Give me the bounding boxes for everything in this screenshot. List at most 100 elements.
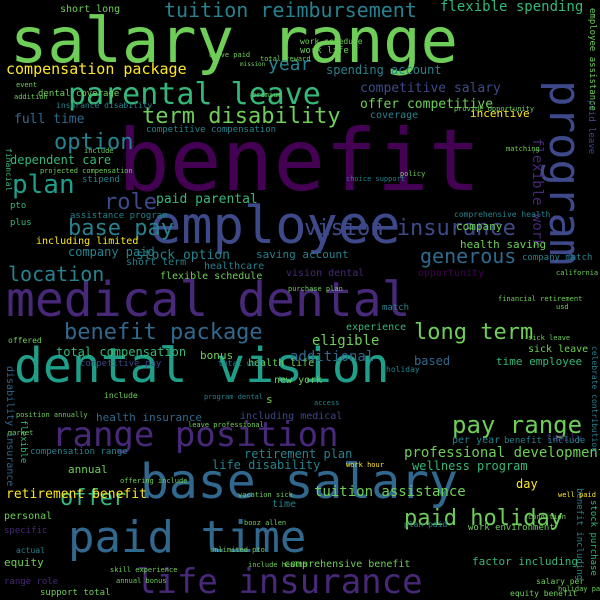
cloud-word: premium <box>252 91 282 99</box>
cloud-word-vertical: flexible work <box>529 138 545 248</box>
cloud-word: paid holiday <box>404 506 563 531</box>
cloud-word: factor including <box>472 555 578 568</box>
cloud-word: experience <box>346 322 407 333</box>
cloud-word: stock option <box>136 248 230 263</box>
cloud-word: family <box>546 433 583 444</box>
cloud-word: retirement plan <box>244 447 353 461</box>
cloud-word: based <box>414 354 451 368</box>
cloud-word: compensation range <box>30 447 128 457</box>
cloud-word: vision insurance <box>304 216 516 241</box>
cloud-word: choice support <box>346 175 406 183</box>
cloud-word: flexible spending <box>440 0 584 15</box>
cloud-word: offer <box>60 486 127 511</box>
cloud-word: annual bonus <box>116 577 167 585</box>
cloud-word: coverage <box>370 110 419 121</box>
cloud-word: support total <box>40 588 111 598</box>
cloud-word: leave paid <box>208 51 251 59</box>
cloud-word: long term <box>414 320 534 345</box>
cloud-word: health life <box>248 358 315 369</box>
cloud-word: generous <box>420 244 517 268</box>
cloud-word: full time <box>14 112 85 127</box>
cloud-word: plan <box>12 170 75 200</box>
cloud-word: competitive salary <box>360 81 501 96</box>
cloud-word: paid time <box>68 512 307 563</box>
cloud-word-vertical: stock purchase <box>588 500 598 576</box>
cloud-word: purchase plan <box>288 285 343 293</box>
cloud-word-vertical: benefit including <box>574 488 584 581</box>
cloud-word: saving account <box>256 248 349 261</box>
cloud-word: life insurance <box>136 562 423 600</box>
cloud-word: range position <box>52 415 339 455</box>
cloud-word: parental leave <box>68 77 321 112</box>
cloud-word: additional <box>290 349 375 365</box>
cloud-word: projected compensation <box>40 167 133 175</box>
cloud-word: salary range <box>10 4 458 77</box>
cloud-word: eligible <box>312 333 380 349</box>
cloud-word: vision dental <box>286 268 365 279</box>
cloud-word: market <box>8 429 34 437</box>
cloud-word: include <box>104 391 138 400</box>
cloud-word: event <box>16 81 38 89</box>
cloud-word: location <box>8 262 105 286</box>
cloud-word: term disability <box>142 104 341 129</box>
cloud-word: condition <box>528 513 566 521</box>
cloud-word: including limited <box>36 236 139 247</box>
cloud-word: holiday paid <box>558 585 600 593</box>
cloud-word: mission <box>240 61 266 68</box>
cloud-word: usd <box>556 303 569 311</box>
cloud-word: tuition reimbursement <box>164 0 417 22</box>
cloud-word: range role <box>4 577 59 587</box>
cloud-word: skill experience <box>110 566 178 574</box>
cloud-word: s <box>266 393 273 406</box>
cloud-word: provide opportunity <box>454 105 535 113</box>
cloud-word: flexible schedule <box>160 271 263 282</box>
cloud-word: bonus <box>200 349 234 362</box>
cloud-word: time <box>272 499 297 510</box>
cloud-word: offer competitive <box>360 97 494 112</box>
cloud-word: sick leave <box>528 344 589 355</box>
cloud-word: booz allen <box>244 519 287 527</box>
cloud-word: company <box>456 220 503 233</box>
cloud-word-vertical: financial <box>4 148 13 192</box>
cloud-word: personal <box>4 511 53 522</box>
cloud-word-vertical: paid leave <box>586 100 596 155</box>
cloud-word: new york <box>274 375 323 386</box>
cloud-word: company match <box>522 253 593 263</box>
cloud-word: short long <box>60 4 121 15</box>
cloud-word: pto <box>10 201 27 211</box>
cloud-word-vertical: celebrate contribution <box>590 346 599 452</box>
cloud-word: total reward <box>260 55 311 63</box>
cloud-word: time employee <box>496 355 583 368</box>
cloud-word: per year <box>452 435 501 446</box>
cloud-word: base salary <box>140 454 458 510</box>
cloud-word: work life <box>300 46 349 56</box>
cloud-word: dental coverage <box>38 89 120 99</box>
cloud-word: unlimited pto <box>210 546 265 554</box>
cloud-word: competitive compensation <box>146 125 277 135</box>
cloud-word: benefit <box>118 111 481 211</box>
cloud-word: company paid <box>68 245 155 259</box>
cloud-word: leave professional <box>188 421 264 429</box>
cloud-word: short term <box>126 257 187 268</box>
cloud-word: california <box>556 269 599 277</box>
cloud-word: wellness program <box>412 459 528 473</box>
cloud-word: program dental <box>204 393 264 401</box>
cloud-word: day <box>516 477 538 491</box>
cloud-word: equity <box>4 556 44 569</box>
cloud-word: pay range <box>452 411 583 439</box>
cloud-word: retirement benefit <box>6 487 147 502</box>
cloud-word: healthcare <box>204 261 265 272</box>
cloud-word: benefit include <box>504 436 586 446</box>
cloud-word: employee <box>150 196 401 256</box>
cloud-word: sick leave <box>528 334 571 342</box>
cloud-word-vertical: flexible <box>18 420 28 464</box>
cloud-word: include <box>84 147 114 155</box>
cloud-word: total compensation <box>56 345 187 359</box>
cloud-word: actual <box>16 546 45 555</box>
cloud-word-vertical: disability insurance <box>4 366 15 487</box>
cloud-word: comprehensive benefit <box>284 559 411 570</box>
cloud-word: stipend <box>82 175 120 185</box>
cloud-word: dental vision <box>14 338 390 394</box>
cloud-word: access <box>314 399 340 407</box>
